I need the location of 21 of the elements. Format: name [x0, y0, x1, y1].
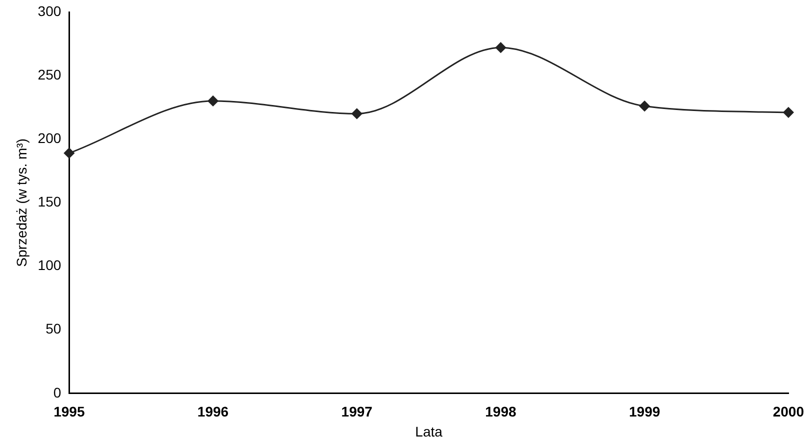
y-tick-label: 50 [46, 320, 62, 337]
y-tick-label: 100 [38, 257, 62, 274]
point [783, 107, 794, 118]
y-tick-label: 300 [38, 2, 62, 19]
y-tick-label: 200 [38, 130, 62, 146]
point [495, 42, 506, 53]
x-tick-label: 2000 [772, 404, 804, 420]
x-tick-label: 1995 [54, 404, 85, 420]
x-axis-title: Lata [415, 423, 443, 440]
point [64, 148, 74, 158]
point [639, 100, 650, 112]
point [352, 108, 362, 119]
y-tick-label: 150 [38, 194, 62, 210]
x-tick-label: 1999 [628, 404, 660, 420]
x-tick-label: 1997 [341, 404, 373, 420]
y-tick-label: 250 [38, 66, 62, 82]
y-tick-label: 0 [53, 384, 62, 400]
x-tick-label: 1998 [485, 404, 516, 420]
y-axis-title: Sprzedaż (w tys. m³) [13, 138, 30, 267]
point [208, 96, 218, 106]
x-tick-label: 1996 [197, 404, 229, 420]
